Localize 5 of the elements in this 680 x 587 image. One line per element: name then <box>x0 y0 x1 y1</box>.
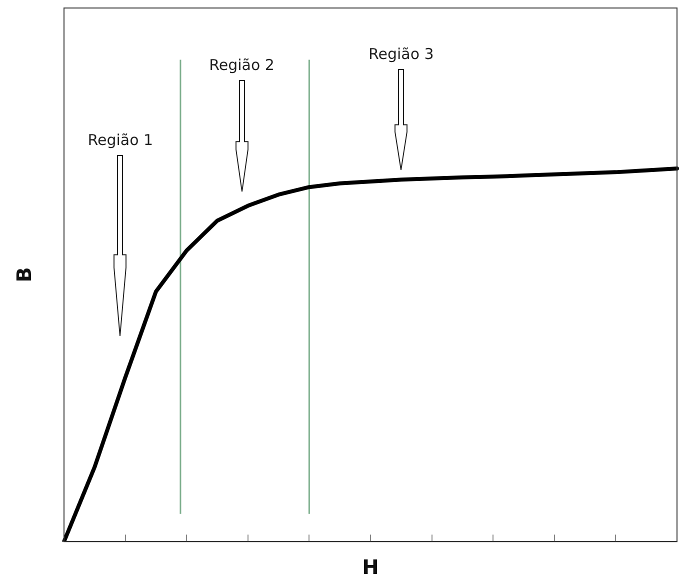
text: Região 1 <box>88 130 154 149</box>
text: Região 2 <box>209 56 274 74</box>
y-axis-title: B <box>12 267 36 282</box>
text: Região 3 <box>368 45 434 64</box>
x-axis-title: H <box>362 555 379 580</box>
